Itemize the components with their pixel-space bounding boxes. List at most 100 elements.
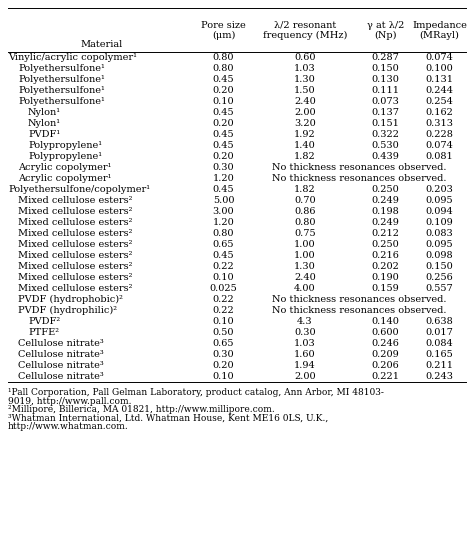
Text: 1.40: 1.40 bbox=[294, 141, 316, 150]
Text: Acrylic copolymer¹: Acrylic copolymer¹ bbox=[18, 174, 111, 183]
Text: 0.073: 0.073 bbox=[372, 97, 400, 106]
Text: Cellulose nitrate³: Cellulose nitrate³ bbox=[18, 372, 104, 381]
Text: 0.86: 0.86 bbox=[294, 207, 316, 216]
Text: 0.22: 0.22 bbox=[213, 295, 234, 304]
Text: Mixed cellulose esters²: Mixed cellulose esters² bbox=[18, 218, 132, 227]
Text: PTFE²: PTFE² bbox=[28, 328, 59, 337]
Text: 0.30: 0.30 bbox=[213, 163, 234, 172]
Text: 0.65: 0.65 bbox=[213, 339, 234, 348]
Text: Polyethersulfone¹: Polyethersulfone¹ bbox=[18, 64, 105, 73]
Text: 0.151: 0.151 bbox=[372, 119, 400, 128]
Text: 0.80: 0.80 bbox=[213, 64, 234, 73]
Text: 0.80: 0.80 bbox=[294, 218, 316, 227]
Text: 0.250: 0.250 bbox=[372, 185, 400, 194]
Text: 0.249: 0.249 bbox=[372, 218, 400, 227]
Text: 3.00: 3.00 bbox=[213, 207, 234, 216]
Text: Polyethersulfone¹: Polyethersulfone¹ bbox=[18, 75, 105, 84]
Text: 0.150: 0.150 bbox=[372, 64, 400, 73]
Text: Mixed cellulose esters²: Mixed cellulose esters² bbox=[18, 207, 132, 216]
Text: 0.074: 0.074 bbox=[426, 141, 454, 150]
Text: 0.254: 0.254 bbox=[426, 97, 454, 106]
Text: 0.439: 0.439 bbox=[372, 152, 400, 161]
Text: 0.65: 0.65 bbox=[213, 240, 234, 249]
Text: No thickness resonances observed.: No thickness resonances observed. bbox=[272, 163, 446, 172]
Text: 0.530: 0.530 bbox=[372, 141, 400, 150]
Text: 0.249: 0.249 bbox=[372, 196, 400, 205]
Text: 0.221: 0.221 bbox=[372, 372, 400, 381]
Text: 0.095: 0.095 bbox=[426, 196, 453, 205]
Text: Polyethersulfone/copolymer¹: Polyethersulfone/copolymer¹ bbox=[8, 185, 150, 194]
Text: PVDF¹: PVDF¹ bbox=[28, 130, 60, 139]
Text: Mixed cellulose esters²: Mixed cellulose esters² bbox=[18, 262, 132, 271]
Text: Material: Material bbox=[81, 40, 123, 49]
Text: 0.638: 0.638 bbox=[426, 317, 453, 326]
Text: 0.246: 0.246 bbox=[372, 339, 400, 348]
Text: 0.30: 0.30 bbox=[213, 350, 234, 359]
Text: 0.137: 0.137 bbox=[372, 108, 400, 117]
Text: Impedance: Impedance bbox=[412, 20, 467, 30]
Text: Polyethersulfone¹: Polyethersulfone¹ bbox=[18, 97, 105, 106]
Text: 0.244: 0.244 bbox=[426, 86, 454, 95]
Text: 0.109: 0.109 bbox=[426, 218, 453, 227]
Text: 0.256: 0.256 bbox=[426, 273, 453, 282]
Text: 0.017: 0.017 bbox=[426, 328, 454, 337]
Text: 0.202: 0.202 bbox=[372, 262, 400, 271]
Text: 0.22: 0.22 bbox=[213, 262, 234, 271]
Text: 1.94: 1.94 bbox=[294, 361, 316, 370]
Text: 1.30: 1.30 bbox=[294, 262, 316, 271]
Text: PVDF (hydrophilic)²: PVDF (hydrophilic)² bbox=[18, 306, 117, 315]
Text: 0.45: 0.45 bbox=[213, 130, 234, 139]
Text: 0.20: 0.20 bbox=[213, 361, 234, 370]
Text: Polyethersulfone¹: Polyethersulfone¹ bbox=[18, 86, 105, 95]
Text: 3.20: 3.20 bbox=[294, 119, 316, 128]
Text: 0.80: 0.80 bbox=[213, 53, 234, 62]
Text: 0.081: 0.081 bbox=[426, 152, 453, 161]
Text: 1.20: 1.20 bbox=[213, 218, 234, 227]
Text: No thickness resonances observed.: No thickness resonances observed. bbox=[272, 295, 446, 304]
Text: ¹Pall Corporation, Pall Gelman Laboratory, product catalog, Ann Arbor, MI 48103-: ¹Pall Corporation, Pall Gelman Laborator… bbox=[8, 388, 384, 397]
Text: 0.322: 0.322 bbox=[372, 130, 400, 139]
Text: 0.216: 0.216 bbox=[372, 251, 400, 260]
Text: 0.198: 0.198 bbox=[372, 207, 400, 216]
Text: 9019, http://www.pall.com.: 9019, http://www.pall.com. bbox=[8, 397, 131, 406]
Text: 4.00: 4.00 bbox=[294, 284, 316, 293]
Text: PVDF (hydrophobic)²: PVDF (hydrophobic)² bbox=[18, 295, 123, 304]
Text: 0.130: 0.130 bbox=[372, 75, 400, 84]
Text: 2.00: 2.00 bbox=[294, 108, 316, 117]
Text: 0.095: 0.095 bbox=[426, 240, 453, 249]
Text: Pore size: Pore size bbox=[201, 20, 246, 30]
Text: 0.094: 0.094 bbox=[426, 207, 453, 216]
Text: (MRayl): (MRayl) bbox=[419, 31, 459, 40]
Text: 0.45: 0.45 bbox=[213, 108, 234, 117]
Text: Polypropylene¹: Polypropylene¹ bbox=[28, 152, 102, 161]
Text: 0.70: 0.70 bbox=[294, 196, 316, 205]
Text: 5.00: 5.00 bbox=[213, 196, 234, 205]
Text: 0.098: 0.098 bbox=[426, 251, 453, 260]
Text: Acrylic copolymer¹: Acrylic copolymer¹ bbox=[18, 163, 111, 172]
Text: 0.159: 0.159 bbox=[372, 284, 400, 293]
Text: 1.60: 1.60 bbox=[294, 350, 316, 359]
Text: Polypropylene¹: Polypropylene¹ bbox=[28, 141, 102, 150]
Text: 0.131: 0.131 bbox=[426, 75, 454, 84]
Text: 0.243: 0.243 bbox=[426, 372, 454, 381]
Text: 0.45: 0.45 bbox=[213, 141, 234, 150]
Text: 0.074: 0.074 bbox=[426, 53, 454, 62]
Text: 0.313: 0.313 bbox=[426, 119, 454, 128]
Text: 2.00: 2.00 bbox=[294, 372, 316, 381]
Text: 1.82: 1.82 bbox=[294, 152, 316, 161]
Text: ³Whatman International, Ltd. Whatman House, Kent ME16 0LS, U.K.,: ³Whatman International, Ltd. Whatman Hou… bbox=[8, 414, 328, 422]
Text: 1.82: 1.82 bbox=[294, 185, 316, 194]
Text: Nylon¹: Nylon¹ bbox=[28, 119, 61, 128]
Text: frequency (MHz): frequency (MHz) bbox=[263, 31, 347, 40]
Text: 0.209: 0.209 bbox=[372, 350, 400, 359]
Text: ²Millipore, Billerica, MA 01821, http://www.millipore.com.: ²Millipore, Billerica, MA 01821, http://… bbox=[8, 405, 275, 414]
Text: (μm): (μm) bbox=[212, 31, 235, 40]
Text: 0.557: 0.557 bbox=[426, 284, 453, 293]
Text: http://www.whatman.com.: http://www.whatman.com. bbox=[8, 422, 129, 431]
Text: 1.03: 1.03 bbox=[294, 339, 316, 348]
Text: 0.60: 0.60 bbox=[294, 53, 316, 62]
Text: (Np): (Np) bbox=[374, 31, 397, 40]
Text: 0.111: 0.111 bbox=[372, 86, 400, 95]
Text: 2.40: 2.40 bbox=[294, 273, 316, 282]
Text: Mixed cellulose esters²: Mixed cellulose esters² bbox=[18, 251, 132, 260]
